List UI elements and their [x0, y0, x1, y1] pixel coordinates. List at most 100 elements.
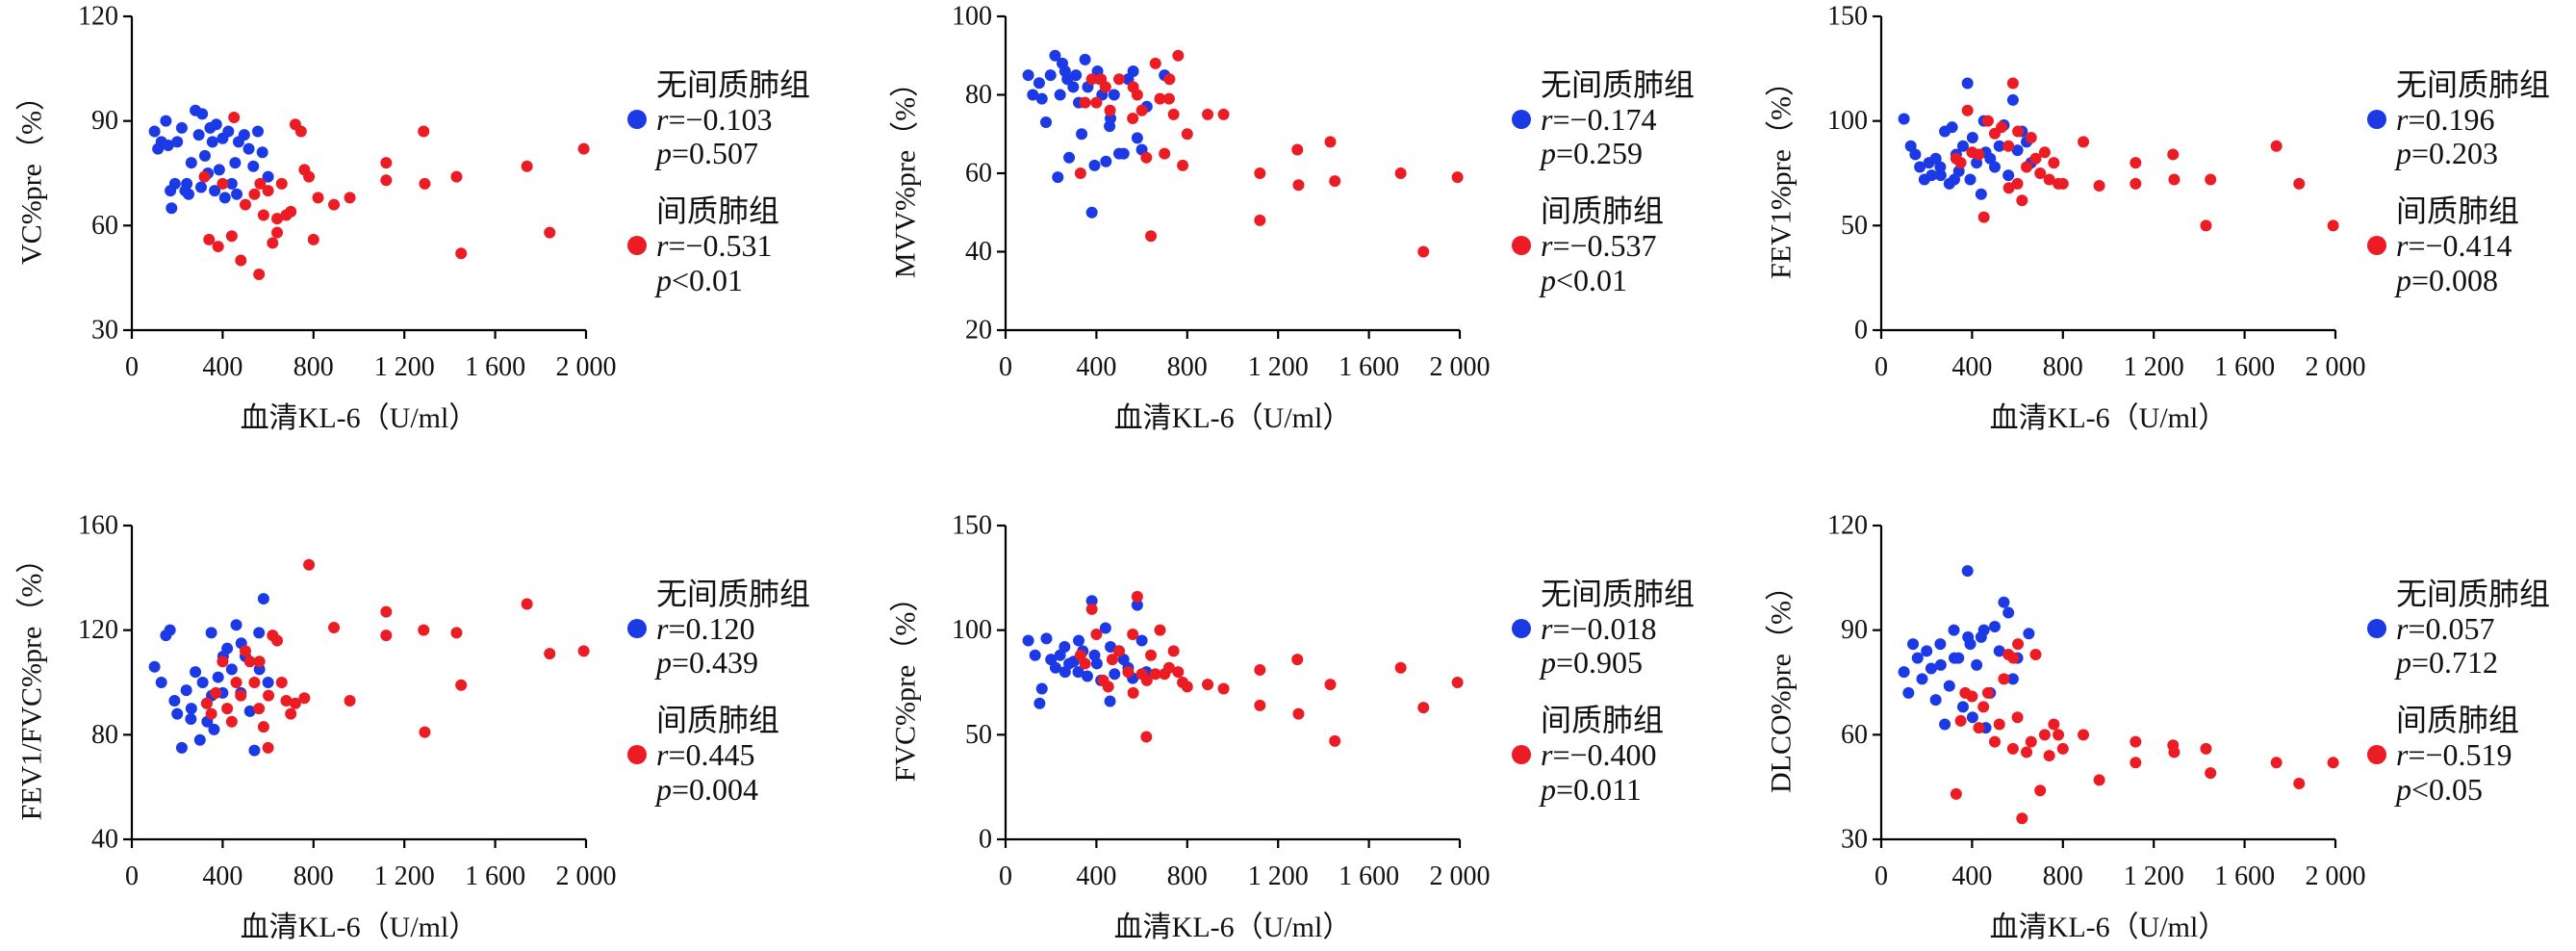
- ild-point: [271, 634, 284, 647]
- ild-point: [1254, 167, 1266, 179]
- ild-point: [1292, 707, 1305, 720]
- p-symbol: p: [2394, 136, 2411, 170]
- no-ild-point: [164, 624, 176, 636]
- legend-marker: [1512, 619, 1531, 638]
- ild-point: [1254, 214, 1266, 226]
- no-ild-point: [242, 142, 255, 155]
- ild-point: [1074, 167, 1086, 179]
- no-ild-point: [1907, 638, 1920, 651]
- ild-point: [275, 677, 288, 688]
- no-ild-point: [1135, 634, 1148, 647]
- ild-point: [380, 174, 393, 187]
- ild-point: [418, 624, 430, 636]
- ild-point: [1162, 661, 1175, 674]
- r-value: =0.445: [668, 737, 754, 772]
- no-ild-point: [1962, 630, 1975, 643]
- y-axis-label: VC%pre（%）: [16, 82, 48, 265]
- ild-point: [203, 233, 216, 245]
- no-ild-point: [1072, 666, 1084, 679]
- no-ild-point: [181, 177, 193, 190]
- ild-point: [344, 695, 356, 707]
- ild-point: [380, 605, 393, 618]
- no-ild-point: [165, 185, 177, 197]
- ild-point: [262, 741, 274, 754]
- r-value: =−0.531: [668, 228, 772, 263]
- ild-point: [577, 142, 590, 155]
- legend-r-stat: r=0.120: [656, 611, 755, 646]
- r-value: =−0.414: [2408, 228, 2512, 263]
- ild-point: [235, 689, 247, 702]
- no-ild-point: [231, 188, 243, 200]
- ild-point: [271, 213, 284, 225]
- no-ild-point: [1925, 662, 1937, 675]
- legend-group-name: 间质肺组: [2396, 703, 2519, 737]
- legend-group-name: 间质肺组: [1541, 193, 1664, 228]
- r-symbol: r: [1541, 228, 1553, 263]
- legend-group-name: 无间质肺组: [1541, 577, 1695, 611]
- ild-point: [1113, 73, 1125, 86]
- ild-point: [1140, 731, 1153, 743]
- legend-group-name: 无间质肺组: [1541, 67, 1695, 102]
- ild-point: [280, 695, 293, 707]
- ild-point: [2056, 177, 2069, 190]
- no-ild-point: [185, 713, 197, 726]
- y-tick-label: 80: [965, 80, 992, 110]
- ild-point: [1324, 679, 1337, 691]
- legend-r-stat: r=−0.519: [2396, 737, 2512, 772]
- no-ild-point: [192, 129, 205, 141]
- ild-point: [294, 125, 307, 138]
- no-ild-point: [206, 136, 218, 148]
- ild-point: [2327, 219, 2339, 232]
- r-value: =−0.519: [2408, 737, 2512, 772]
- ild-point: [289, 697, 301, 709]
- ild-point: [328, 198, 341, 211]
- x-tick-label: 400: [202, 352, 242, 382]
- ild-point: [1177, 159, 1189, 171]
- legend-marker: [2367, 745, 2386, 764]
- p-symbol: p: [1539, 136, 1556, 170]
- no-ild-point: [205, 627, 217, 639]
- no-ild-point: [1127, 65, 1139, 78]
- ild-point: [1145, 649, 1158, 661]
- r-symbol: r: [656, 611, 669, 646]
- ild-point: [344, 192, 356, 204]
- no-ild-point: [148, 660, 161, 673]
- legend-marker: [627, 745, 647, 764]
- no-ild-point: [1035, 92, 1048, 105]
- ild-point: [2168, 746, 2181, 758]
- no-ild-point: [162, 140, 174, 152]
- no-ild-point: [222, 125, 235, 138]
- ild-point: [2029, 649, 2042, 661]
- x-tick-label: 2 000: [1430, 861, 1491, 891]
- ild-point: [1993, 718, 2005, 731]
- ild-point: [271, 226, 284, 239]
- p-value: =0.008: [2411, 263, 2498, 297]
- no-ild-point: [1033, 697, 1046, 709]
- ild-point: [2048, 157, 2060, 169]
- ild-point: [210, 686, 222, 699]
- no-ild-point: [1948, 173, 1960, 186]
- no-ild-point: [2006, 93, 2019, 106]
- ild-point: [1154, 624, 1166, 636]
- ild-point: [240, 645, 251, 657]
- ild-point: [2002, 140, 2015, 152]
- y-axis-label: FVC%pre（%）: [890, 583, 922, 783]
- ild-point: [212, 241, 224, 253]
- no-ild-point: [2002, 606, 2015, 619]
- ild-point: [419, 177, 431, 190]
- p-symbol: p: [1539, 263, 1556, 297]
- no-ild-point: [1956, 140, 1969, 152]
- chart-fev1-fvc-pre: 40 80 120 160 0 400 800 1 200 1 600 2 000 血清KL-6（U…: [16, 511, 811, 944]
- ild-point: [1394, 167, 1407, 179]
- no-ild-point: [213, 164, 225, 176]
- no-ild-point: [1961, 77, 1974, 90]
- x-tick-label: 800: [2043, 352, 2083, 382]
- no-ild-point: [1058, 666, 1071, 679]
- p-value: =0.712: [2411, 645, 2498, 680]
- ild-point: [2016, 194, 2028, 207]
- y-tick-label: 50: [965, 720, 992, 750]
